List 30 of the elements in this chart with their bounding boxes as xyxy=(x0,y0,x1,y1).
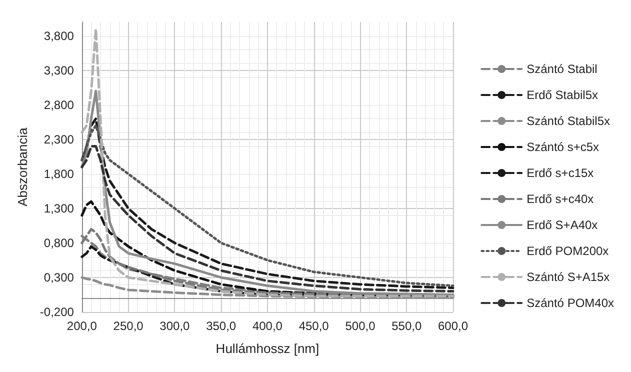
x-tick-label: 200,0 xyxy=(66,319,98,333)
y-axis-title: Abszorbancia xyxy=(15,126,30,206)
legend-label: Szántó Stabil5x xyxy=(526,114,610,128)
y-tick-label: -0,200 xyxy=(40,305,74,319)
legend-label: Szántó s+c5x xyxy=(526,140,599,154)
legend-label: Erdő POM200x xyxy=(526,244,609,258)
y-tick-label: 2,300 xyxy=(44,132,74,146)
x-tick-label: 500,0 xyxy=(345,319,376,333)
x-tick-label: 550,0 xyxy=(392,319,422,333)
legend-label: Erdő Stabil5x xyxy=(526,88,598,102)
x-tick-label: 300,0 xyxy=(160,319,190,333)
x-axis-title: Hullámhossz [nm] xyxy=(216,341,320,356)
x-tick-label: 600,0 xyxy=(438,319,468,333)
legend-label: Szántó POM40x xyxy=(526,296,614,310)
x-tick-label: 450,0 xyxy=(298,319,330,333)
legend-label: Erdő S+A40x xyxy=(526,218,598,232)
y-tick-label: 3,800 xyxy=(44,28,74,43)
legend-label: Szántó Stabil xyxy=(526,62,598,76)
legend-label: Erdő s+c15x xyxy=(526,166,594,180)
y-tick-label: 2,800 xyxy=(44,98,74,112)
y-tick-label: 3,300 xyxy=(44,63,74,78)
y-tick-label: 1,300 xyxy=(44,201,74,216)
x-tick-label: 400,0 xyxy=(252,319,283,333)
x-tick-label: 350,0 xyxy=(206,319,236,333)
y-tick-label: 1,800 xyxy=(44,166,74,181)
legend-label: Szántó S+A15x xyxy=(526,270,610,284)
legend-label: Erdő s+c40x xyxy=(526,192,594,206)
x-tick-label: 250,0 xyxy=(113,319,144,333)
y-tick-label: 0,300 xyxy=(44,270,74,284)
y-tick-label: 0,800 xyxy=(44,236,74,250)
